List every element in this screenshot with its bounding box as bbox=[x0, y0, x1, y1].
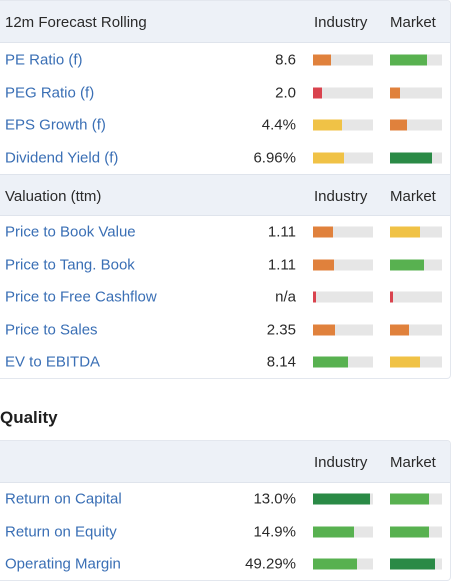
industry-rank-bar bbox=[313, 87, 373, 98]
metric-label-link[interactable]: Return on Equity bbox=[5, 523, 117, 540]
metric-value: 13.0% bbox=[253, 490, 296, 508]
industry-rank-bar bbox=[313, 493, 373, 505]
industry-rank-bar bbox=[313, 356, 373, 368]
metric-row: PE Ratio (f) 8.6 bbox=[0, 44, 450, 76]
forecast-title: 12m Forecast Rolling bbox=[5, 14, 147, 31]
metric-label-link[interactable]: Dividend Yield (f) bbox=[5, 149, 119, 166]
metric-value: n/a bbox=[275, 288, 296, 306]
metric-value: 49.29% bbox=[245, 555, 296, 573]
forecast-header: 12m Forecast Rolling Industry Market bbox=[0, 1, 450, 43]
metric-label-link[interactable]: Return on Capital bbox=[5, 490, 122, 508]
market-rank-bar bbox=[390, 324, 442, 335]
market-rank-fill bbox=[390, 87, 401, 98]
valuation-industry-header: Industry bbox=[314, 188, 368, 205]
metric-row: Price to Free Cashflow n/a bbox=[0, 281, 450, 313]
market-rank-fill bbox=[390, 291, 393, 303]
industry-rank-fill bbox=[313, 558, 357, 570]
metric-value: 6.96% bbox=[253, 149, 296, 166]
metric-row: Price to Sales 2.35 bbox=[0, 314, 450, 346]
forecast-market-header: Market bbox=[390, 14, 436, 31]
market-rank-fill bbox=[390, 558, 436, 570]
industry-rank-bar bbox=[313, 119, 373, 131]
metric-value: 1.11 bbox=[267, 223, 296, 241]
metric-row: Dividend Yield (f) 6.96% bbox=[0, 142, 450, 174]
market-rank-bar bbox=[390, 259, 442, 270]
metric-label-link[interactable]: Operating Margin bbox=[5, 555, 121, 573]
metric-row: PEG Ratio (f) 2.0 bbox=[0, 77, 450, 109]
industry-rank-fill bbox=[313, 54, 331, 66]
valuation-market-header: Market bbox=[390, 188, 436, 205]
industry-rank-bar bbox=[313, 526, 373, 537]
industry-rank-fill bbox=[313, 119, 342, 131]
valuation-title: Valuation (ttm) bbox=[5, 188, 102, 205]
metric-value: 2.35 bbox=[266, 321, 296, 338]
metric-value: 8.6 bbox=[275, 51, 296, 69]
metric-row: Operating Margin 49.29% bbox=[0, 548, 450, 580]
market-rank-fill bbox=[390, 226, 421, 238]
forecast-valuation-panel: 12m Forecast Rolling Industry Market PE … bbox=[0, 0, 451, 379]
industry-rank-bar bbox=[313, 226, 373, 238]
industry-rank-bar bbox=[313, 324, 373, 335]
metric-value: 1.11 bbox=[267, 256, 296, 273]
market-rank-fill bbox=[390, 324, 410, 335]
industry-rank-bar bbox=[313, 259, 373, 270]
industry-rank-fill bbox=[313, 291, 316, 303]
valuation-header: Valuation (ttm) Industry Market bbox=[0, 174, 450, 216]
market-rank-bar bbox=[390, 526, 442, 537]
quality-panel: Industry Market Return on Capital 13.0% Re… bbox=[0, 440, 451, 581]
market-rank-bar bbox=[390, 356, 442, 368]
quality-section-title: Quality bbox=[0, 408, 58, 427]
metric-value: 14.9% bbox=[253, 523, 296, 540]
metric-label-link[interactable]: Price to Sales bbox=[5, 321, 98, 338]
metric-value: 8.14 bbox=[266, 353, 296, 371]
market-rank-bar bbox=[390, 119, 442, 131]
industry-rank-fill bbox=[313, 493, 370, 505]
market-rank-bar bbox=[390, 226, 442, 238]
metric-label-link[interactable]: EPS Growth (f) bbox=[5, 116, 106, 134]
market-rank-fill bbox=[390, 259, 424, 270]
metric-row: Price to Tang. Book 1.11 bbox=[0, 249, 450, 281]
metric-row: EPS Growth (f) 4.4% bbox=[0, 109, 450, 141]
industry-rank-fill bbox=[313, 87, 322, 98]
metric-row: Return on Capital 13.0% bbox=[0, 483, 450, 515]
industry-rank-fill bbox=[313, 259, 334, 270]
market-rank-bar bbox=[390, 291, 442, 303]
industry-rank-bar bbox=[313, 291, 373, 303]
industry-rank-bar bbox=[313, 152, 373, 163]
metric-row: Return on Equity 14.9% bbox=[0, 516, 450, 548]
forecast-industry-header: Industry bbox=[314, 14, 368, 31]
market-rank-fill bbox=[390, 119, 407, 131]
market-rank-fill bbox=[390, 493, 429, 505]
market-rank-fill bbox=[390, 152, 432, 163]
metric-label-link[interactable]: EV to EBITDA bbox=[5, 353, 101, 371]
industry-rank-fill bbox=[313, 356, 348, 368]
market-rank-fill bbox=[390, 54, 428, 66]
industry-rank-bar bbox=[313, 54, 373, 66]
metric-row: EV to EBITDA 8.14 bbox=[0, 346, 450, 378]
metric-label-link[interactable]: Price to Tang. Book bbox=[5, 256, 135, 273]
metric-label-link[interactable]: PEG Ratio (f) bbox=[5, 84, 95, 101]
metric-label-link[interactable]: PE Ratio (f) bbox=[5, 51, 83, 69]
industry-rank-fill bbox=[313, 226, 333, 238]
metric-label-link[interactable]: Price to Free Cashflow bbox=[5, 288, 157, 306]
industry-rank-bar bbox=[313, 558, 373, 570]
market-rank-bar bbox=[390, 87, 442, 98]
market-rank-bar bbox=[390, 558, 442, 570]
metric-label-link[interactable]: Price to Book Value bbox=[5, 223, 136, 241]
quality-header: Industry Market bbox=[0, 441, 450, 483]
market-rank-fill bbox=[390, 526, 429, 537]
quality-industry-header: Industry bbox=[314, 454, 368, 471]
metric-row: Price to Book Value 1.11 bbox=[0, 216, 450, 248]
industry-rank-fill bbox=[313, 324, 336, 335]
market-rank-fill bbox=[390, 356, 421, 368]
metric-value: 2.0 bbox=[275, 84, 296, 101]
market-rank-bar bbox=[390, 152, 442, 163]
industry-rank-fill bbox=[313, 152, 345, 163]
industry-rank-fill bbox=[313, 526, 354, 537]
metric-value: 4.4% bbox=[261, 116, 296, 134]
market-rank-bar bbox=[390, 54, 442, 66]
market-rank-bar bbox=[390, 493, 442, 505]
quality-market-header: Market bbox=[390, 454, 436, 471]
